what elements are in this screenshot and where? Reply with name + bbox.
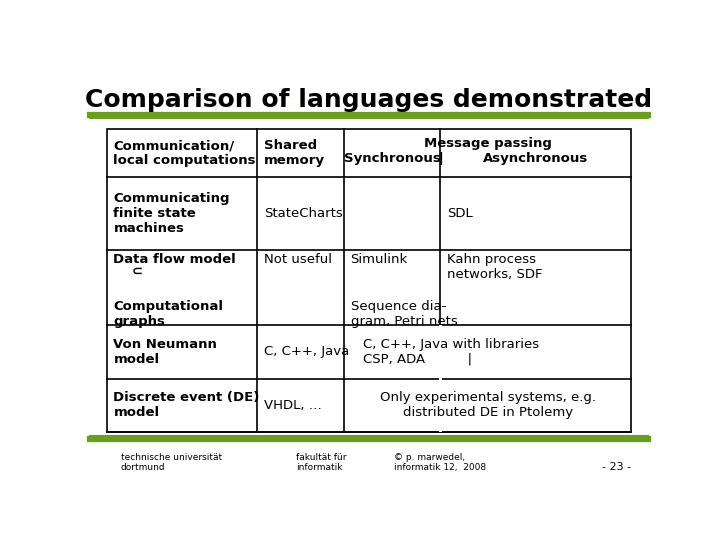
Bar — [107, 129, 631, 431]
Text: Only experimental systems, e.g.
distributed DE in Ptolemy: Only experimental systems, e.g. distribu… — [379, 391, 595, 419]
Text: SDL: SDL — [447, 207, 473, 220]
Text: Communicating
finite state
machines: Communicating finite state machines — [114, 192, 230, 235]
Text: © p. marwedel,
informatik 12,  2008: © p. marwedel, informatik 12, 2008 — [394, 453, 486, 472]
Text: Comparison of languages demonstrated: Comparison of languages demonstrated — [86, 87, 652, 112]
Text: Asynchronous: Asynchronous — [483, 152, 588, 165]
Text: - 23 -: - 23 - — [602, 462, 631, 472]
Text: Von Neumann
model: Von Neumann model — [114, 338, 217, 366]
Text: Simulink: Simulink — [351, 253, 408, 266]
Text: Message passing: Message passing — [423, 137, 552, 150]
Text: |: | — [438, 152, 443, 165]
Bar — [438, 379, 442, 431]
Text: ⊂: ⊂ — [132, 265, 143, 278]
Text: StateCharts: StateCharts — [264, 207, 343, 220]
Text: Kahn process
networks, SDF: Kahn process networks, SDF — [447, 253, 543, 281]
Text: Not useful: Not useful — [264, 253, 332, 266]
Text: Computational
graphs: Computational graphs — [114, 300, 223, 328]
Text: fakultät für
informatik: fakultät für informatik — [297, 453, 347, 472]
Text: C, C++, Java with libraries
CSP, ADA          |: C, C++, Java with libraries CSP, ADA | — [364, 338, 539, 366]
Bar — [438, 325, 442, 379]
Text: VHDL, …: VHDL, … — [264, 399, 322, 411]
Text: Communication/
local computations: Communication/ local computations — [114, 139, 256, 167]
Text: technische universität
dortmund: technische universität dortmund — [121, 453, 222, 472]
Text: Sequence dia-
gram, Petri nets: Sequence dia- gram, Petri nets — [351, 300, 457, 328]
Text: Discrete event (DE)
model: Discrete event (DE) model — [114, 391, 260, 419]
Text: Shared
memory: Shared memory — [264, 139, 325, 167]
Text: Data flow model: Data flow model — [114, 253, 236, 266]
Text: Synchronous: Synchronous — [343, 152, 441, 165]
Text: C, C++, Java: C, C++, Java — [264, 345, 349, 358]
